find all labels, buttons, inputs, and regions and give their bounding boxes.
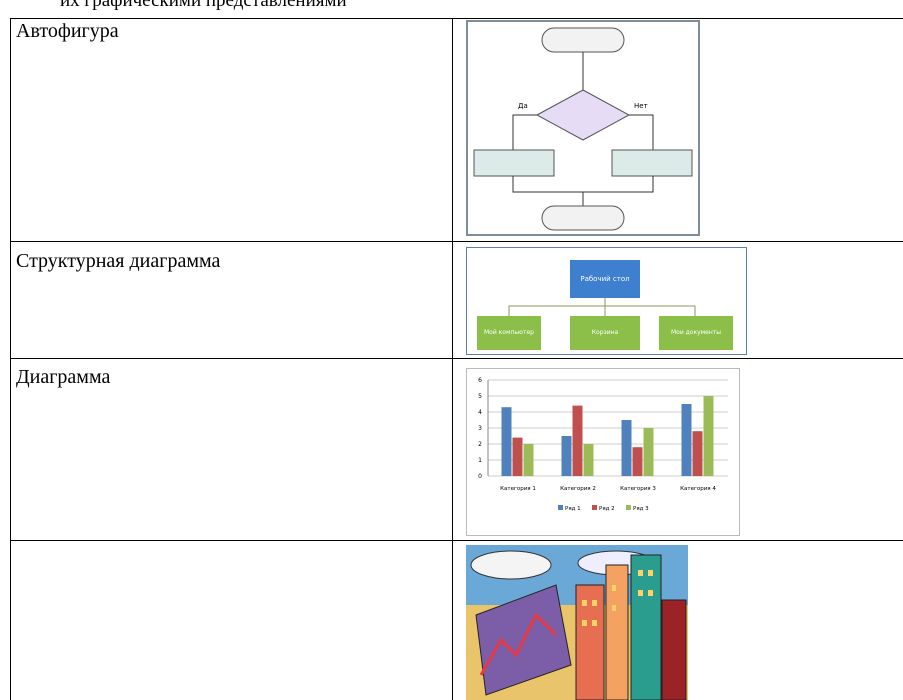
org-node: Мой компьютер	[477, 316, 541, 350]
org-chart: Рабочий стол Мой компьютер Корзина Мои д…	[466, 247, 747, 355]
table-border	[10, 241, 903, 242]
y-tick-label: 4	[478, 409, 482, 416]
bar-chart: 0 1 2 3 4 5 6 Категория 1 Категория 2 Категория 3…	[466, 368, 740, 536]
org-node: Мои документы	[659, 316, 733, 350]
bar	[523, 444, 534, 476]
org-root: Рабочий стол	[570, 260, 640, 298]
row-label: Автофигура	[16, 20, 119, 42]
legend-swatch	[592, 505, 597, 510]
legend-label: Ряд 3	[633, 506, 649, 512]
painting	[466, 545, 688, 700]
bar	[512, 437, 523, 476]
x-tick-label: Категория 2	[560, 486, 596, 492]
flowchart-label: Нет	[634, 102, 648, 110]
y-tick-label: 0	[478, 473, 482, 480]
row-label: Диаграмма	[16, 366, 111, 388]
bar	[643, 428, 654, 476]
bar	[632, 447, 643, 476]
y-tick-label: 3	[478, 425, 482, 432]
bar	[703, 396, 714, 476]
bar	[583, 444, 594, 476]
table-border	[452, 18, 453, 700]
legend-label: Ряд 2	[599, 506, 615, 512]
flowchart: Да Нет	[466, 20, 700, 236]
legend-swatch	[626, 505, 631, 510]
legend-swatch	[558, 505, 563, 510]
bar	[681, 404, 692, 476]
table-border	[10, 540, 903, 541]
bar	[501, 407, 512, 476]
y-tick-label: 2	[478, 441, 482, 448]
header-text: их графическими представлениями	[60, 0, 347, 11]
table-border	[10, 358, 903, 359]
y-tick-label: 5	[478, 393, 482, 400]
x-tick-label: Категория 3	[620, 486, 656, 492]
y-tick-label: 1	[478, 457, 482, 464]
y-tick-label: 6	[478, 377, 482, 384]
table-border	[10, 18, 903, 19]
bar	[692, 431, 703, 476]
flowchart-label: Да	[518, 102, 528, 110]
x-tick-label: Категория 4	[680, 486, 716, 492]
x-tick-label: Категория 1	[500, 486, 536, 492]
bar	[561, 436, 572, 476]
legend-label: Ряд 1	[565, 506, 581, 512]
table-border	[10, 18, 11, 700]
row-label: Структурная диаграмма	[16, 250, 221, 272]
bar	[621, 420, 632, 476]
org-lines	[508, 298, 696, 316]
org-node: Корзина	[570, 316, 640, 350]
bar	[572, 405, 583, 476]
